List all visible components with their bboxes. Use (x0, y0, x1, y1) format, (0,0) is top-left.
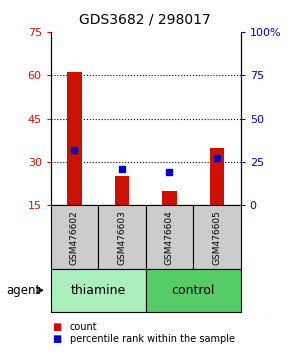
Text: agent: agent (6, 284, 40, 297)
Text: GDS3682 / 298017: GDS3682 / 298017 (79, 12, 211, 27)
Bar (51, 205, 98, 269)
Text: ■: ■ (52, 322, 61, 332)
Bar (115, 176, 129, 205)
Bar (210, 148, 224, 205)
Bar (98, 205, 146, 269)
Text: control: control (171, 284, 215, 297)
Text: GSM476603: GSM476603 (117, 210, 126, 265)
Text: GSM476602: GSM476602 (70, 210, 79, 264)
Bar (51, 269, 146, 312)
Bar (193, 205, 241, 269)
Bar (162, 191, 177, 205)
Text: thiamine: thiamine (70, 284, 126, 297)
Bar (146, 269, 241, 312)
Text: GSM476605: GSM476605 (213, 210, 222, 265)
Text: percentile rank within the sample: percentile rank within the sample (70, 334, 235, 344)
Text: GSM476604: GSM476604 (165, 210, 174, 264)
Bar (146, 205, 193, 269)
Text: ■: ■ (52, 334, 61, 344)
Bar (67, 72, 81, 205)
Text: count: count (70, 322, 97, 332)
